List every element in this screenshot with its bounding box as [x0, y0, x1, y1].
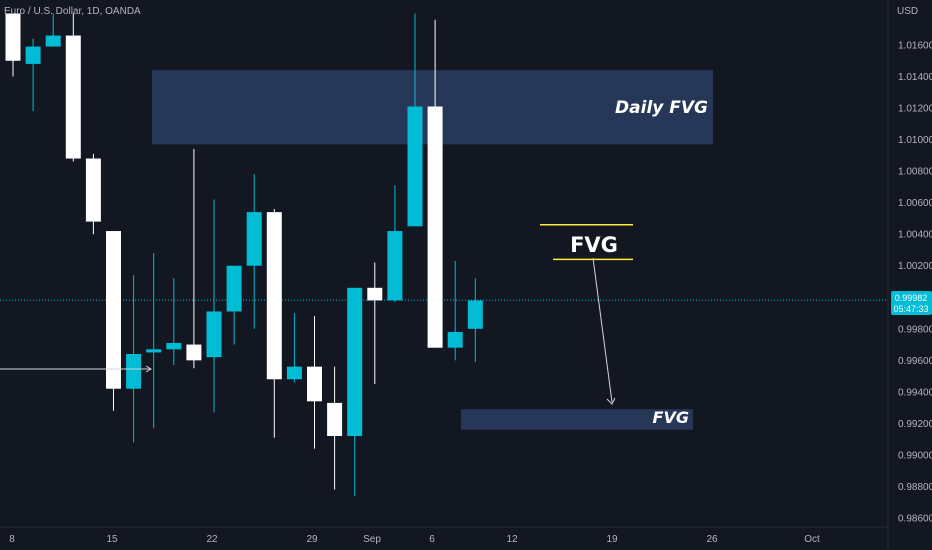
candle-body[interactable]	[106, 231, 121, 389]
y-tick-label: 0.99400	[898, 387, 932, 398]
diagonal-arrow-head	[606, 397, 616, 405]
candle-body[interactable]	[447, 331, 463, 348]
annotations-layer	[0, 257, 616, 405]
candle-body[interactable]	[25, 46, 41, 64]
y-tick-label: 1.00200	[898, 261, 932, 272]
candle-body[interactable]	[407, 106, 423, 227]
candle-body[interactable]	[146, 349, 162, 353]
candle-body[interactable]	[387, 231, 403, 301]
candle-body[interactable]	[286, 366, 302, 380]
daily-fvg-label: Daily FVG	[615, 98, 708, 118]
time-axis[interactable]: 8 15 22 29 Sep 6 12 19 26 Oct	[9, 534, 820, 545]
x-tick-label: 19	[606, 534, 618, 545]
mid-fvg-label: FVG	[570, 233, 618, 257]
x-tick-label: 22	[206, 534, 218, 545]
y-tick-label: 0.98600	[898, 514, 932, 525]
candle-body[interactable]	[347, 287, 363, 437]
candle-body[interactable]	[307, 366, 322, 402]
x-tick-label: 6	[429, 534, 435, 545]
y-tick-label: 0.99600	[898, 356, 932, 367]
candle-body[interactable]	[327, 402, 343, 437]
y-tick-label: 1.00400	[898, 230, 932, 241]
y-tick-label: 0.99800	[898, 324, 932, 335]
candle-body[interactable]	[266, 212, 282, 380]
x-tick-label: 29	[306, 534, 318, 545]
y-tick-label: 1.01400	[898, 72, 932, 83]
candle-body[interactable]	[367, 287, 383, 301]
y-tick-label: 1.01600	[898, 41, 932, 52]
x-tick-label: 8	[9, 534, 15, 545]
price-axis[interactable]: 1.01600 1.01400 1.01200 1.01000 1.00800 1.006…	[898, 41, 932, 525]
candle-body[interactable]	[206, 311, 222, 358]
diagonal-arrow-line[interactable]	[592, 257, 613, 403]
price-tag-countdown: 05:47:33	[893, 304, 928, 314]
x-tick-label: 15	[106, 534, 118, 545]
x-tick-label: Sep	[363, 534, 381, 545]
left-arrow-head	[145, 365, 152, 373]
candle-body[interactable]	[467, 300, 483, 329]
price-tag	[891, 291, 932, 315]
x-tick-label: 12	[506, 534, 518, 545]
candles-layer	[5, 13, 483, 496]
fvg-zone[interactable]	[461, 409, 693, 430]
candle-body[interactable]	[65, 35, 81, 159]
y-tick-label: 0.99000	[898, 450, 932, 461]
y-tick-label: 1.00600	[898, 198, 932, 209]
candle-body[interactable]	[126, 354, 142, 389]
candle-body[interactable]	[186, 344, 202, 361]
candle-body[interactable]	[226, 265, 242, 312]
candle-body[interactable]	[45, 35, 61, 47]
y-tick-label: 1.00800	[898, 167, 932, 178]
y-tick-label: 0.99200	[898, 419, 932, 430]
candle-body[interactable]	[166, 342, 182, 350]
candle-body[interactable]	[246, 212, 262, 266]
candle-body[interactable]	[427, 106, 443, 348]
lower-fvg-label: FVG	[653, 408, 689, 427]
x-tick-label: 26	[706, 534, 718, 545]
y-tick-label: 0.98800	[898, 482, 932, 493]
y-tick-label: 1.01200	[898, 104, 932, 115]
y-tick-label: 1.01000	[898, 135, 932, 146]
symbol-title: Euro / U.S. Dollar, 1D, OANDA	[4, 6, 141, 17]
x-tick-label: Oct	[804, 534, 820, 545]
currency-label: USD	[897, 6, 918, 17]
candle-body[interactable]	[85, 158, 101, 222]
candle-body[interactable]	[5, 13, 21, 61]
price-tag-value: 0.99982	[895, 293, 928, 303]
